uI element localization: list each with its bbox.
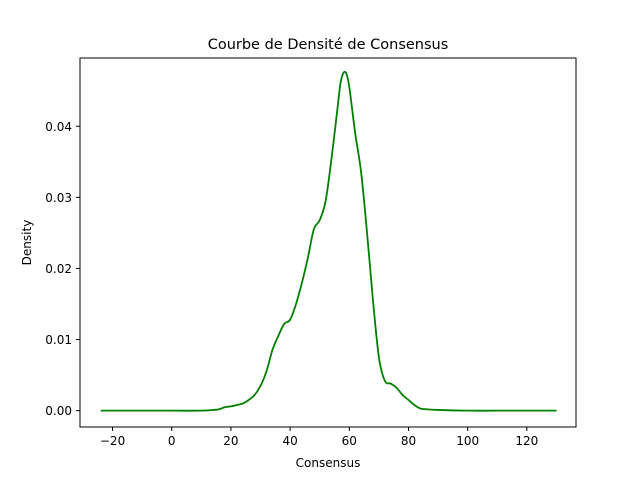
x-tick-label: −20	[100, 434, 125, 448]
x-tick-label: 40	[282, 434, 297, 448]
plot-area	[80, 58, 576, 427]
y-tick-label: 0.02	[45, 262, 72, 276]
chart-title: Courbe de Densité de Consensus	[208, 37, 449, 53]
y-tick-label: 0.01	[45, 333, 72, 347]
x-tick-label: 60	[342, 434, 357, 448]
y-tick-label: 0.00	[45, 404, 72, 418]
x-tick-label: 20	[223, 434, 238, 448]
y-axis-title: Density	[20, 220, 34, 266]
x-tick-label: 0	[168, 434, 176, 448]
x-axis-title: Consensus	[296, 456, 361, 470]
x-tick-label: 120	[515, 434, 538, 448]
y-tick-label: 0.04	[45, 120, 72, 134]
plot-frame	[79, 57, 577, 428]
ticks-layer: −20 0 20 40 60 80 100 120 0.00 0.01 0.02 0.03 0.04	[45, 120, 538, 448]
x-tick-label: 100	[456, 434, 479, 448]
density-curve-line	[100, 70, 557, 412]
y-tick-label: 0.03	[45, 191, 72, 205]
x-tick-label: 80	[401, 434, 416, 448]
series-layer	[100, 70, 557, 412]
